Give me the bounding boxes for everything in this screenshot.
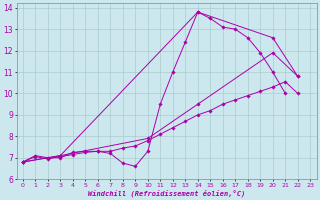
X-axis label: Windchill (Refroidissement éolien,°C): Windchill (Refroidissement éolien,°C) (88, 189, 245, 197)
